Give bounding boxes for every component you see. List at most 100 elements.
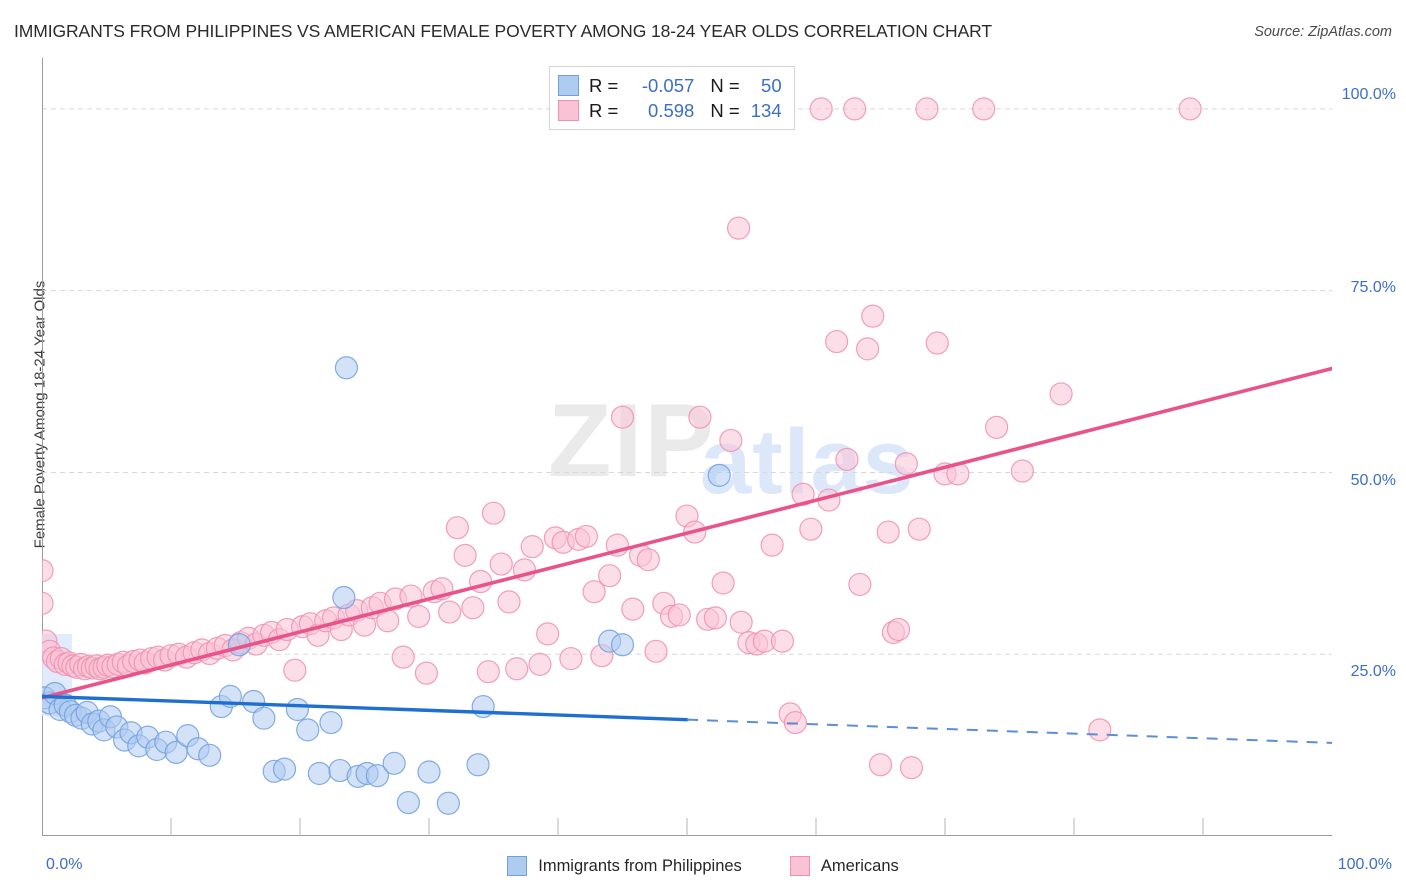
data-point [334, 356, 359, 380]
data-point [445, 516, 469, 540]
x-tick-min: 0.0% [46, 856, 83, 873]
data-point [610, 405, 635, 429]
r-label-philippines: R = [589, 74, 619, 96]
series-legend-item-americans[interactable]: Americans [789, 856, 899, 876]
data-point [711, 571, 735, 595]
series-legend-item-philippines[interactable]: Immigrants from Philippines [507, 856, 742, 876]
data-point [972, 97, 996, 121]
y-tick-75: 75.0% [1350, 279, 1396, 296]
data-point [407, 604, 431, 629]
data-point [42, 591, 54, 615]
y-tick-100: 100.0% [1341, 86, 1396, 103]
series-label-americans: Americans [820, 856, 899, 875]
page-title: IMMIGRANTS FROM PHILIPPINES VS AMERICAN … [14, 21, 992, 41]
data-point [799, 517, 823, 541]
data-point [667, 603, 691, 627]
data-point [332, 585, 356, 610]
data-point [984, 415, 1009, 439]
data-point [453, 543, 477, 567]
data-point [726, 216, 751, 240]
data-point [760, 533, 784, 557]
correlation-row-philippines: R = -0.057 N = 50 [558, 73, 782, 98]
source-attribution: Source: ZipAtlas.com [1254, 24, 1392, 40]
data-point [770, 629, 795, 653]
data-point [899, 756, 924, 780]
trendline-americans [42, 366, 1332, 700]
data-point [925, 331, 949, 355]
data-point [319, 710, 343, 735]
data-point [307, 761, 331, 786]
data-point [848, 572, 872, 597]
data-point [574, 524, 598, 549]
data-point [198, 743, 222, 767]
trendline-philippines-solid [42, 694, 689, 722]
data-point [876, 520, 900, 544]
data-point [1049, 382, 1073, 406]
data-point [894, 452, 918, 476]
n-label-philippines: N = [710, 74, 740, 96]
series-legend: Immigrants from Philippines Americans [0, 856, 1406, 876]
data-point [582, 580, 606, 604]
data-point [868, 753, 893, 777]
y-tick-25: 25.0% [1350, 663, 1396, 680]
data-point [438, 600, 462, 624]
data-point [497, 590, 521, 614]
data-point [843, 97, 867, 121]
r-value-philippines: -0.057 [641, 74, 695, 96]
series-swatch-americans [789, 856, 810, 876]
data-point [272, 757, 297, 781]
data-point [476, 660, 500, 684]
x-tick-max: 100.0% [1337, 856, 1392, 873]
data-point [436, 791, 460, 815]
data-point [915, 97, 939, 121]
data-point [520, 535, 544, 559]
data-point [886, 617, 911, 642]
points-immigrants-from-philippines [42, 356, 731, 815]
data-point [835, 447, 859, 471]
scatter-svg [42, 58, 1332, 836]
n-value-philippines: 50 [761, 74, 782, 96]
data-point [42, 559, 54, 583]
data-point [703, 606, 727, 630]
data-point [855, 337, 880, 361]
plot-area [42, 58, 1332, 836]
data-point [489, 552, 513, 576]
data-point [636, 548, 660, 572]
data-point [461, 596, 485, 620]
n-label-americans: N = [710, 99, 740, 121]
points-americans [42, 97, 1202, 780]
data-point [466, 753, 490, 777]
data-point [283, 658, 307, 682]
r-label-americans: R = [589, 99, 619, 121]
data-point [707, 463, 731, 487]
data-point [391, 645, 415, 669]
y-tick-50: 50.0% [1350, 472, 1396, 489]
correlation-row-americans: R = 0.598 N = 134 [558, 98, 782, 123]
data-point [417, 760, 441, 784]
n-value-americans: 134 [750, 99, 782, 121]
data-point [861, 304, 885, 328]
legend-swatch-americans [558, 100, 579, 121]
data-point [285, 697, 310, 722]
data-point [621, 597, 645, 621]
data-point [559, 646, 583, 671]
data-point [414, 661, 439, 685]
data-point [825, 329, 849, 354]
r-value-americans: 0.598 [648, 99, 695, 121]
data-point [1178, 97, 1202, 121]
data-point [809, 97, 833, 121]
data-point [396, 790, 420, 815]
data-point [597, 564, 622, 588]
data-point [505, 657, 529, 681]
data-point [729, 610, 753, 634]
series-label-philippines: Immigrants from Philippines [538, 856, 742, 875]
data-point [296, 718, 320, 742]
data-point [528, 652, 552, 677]
data-point [719, 428, 743, 453]
data-point [382, 751, 406, 775]
data-point [241, 689, 266, 714]
data-point [481, 501, 506, 525]
data-point [1010, 459, 1035, 483]
data-point [610, 633, 635, 657]
